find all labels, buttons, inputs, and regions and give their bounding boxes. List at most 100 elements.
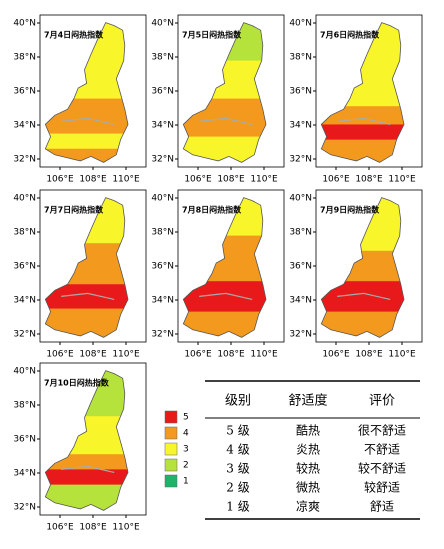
heat-zone (45, 308, 128, 338)
panel-title: 7月7日闷热指数 (44, 205, 104, 215)
heat-zone (45, 98, 128, 135)
province-outline (44, 197, 129, 338)
lon-label: 110°E (112, 350, 140, 360)
province-outline (182, 22, 267, 163)
lat-label: 34°N (13, 121, 36, 131)
lon-label: 108°E (79, 350, 107, 360)
lon-label: 106°E (46, 175, 74, 185)
city-boundary (61, 292, 115, 301)
heat-zone (321, 281, 404, 313)
lat-label: 32°N (151, 155, 174, 165)
lat-label: 32°N (151, 330, 174, 340)
lat-label: 36°N (151, 262, 174, 272)
lat-label: 40°N (289, 194, 312, 204)
table-cell: 2 级 (226, 481, 249, 495)
lon-label: 106°E (184, 350, 212, 360)
province-outline (182, 197, 267, 338)
heat-zone (183, 281, 266, 313)
lon-label: 110°E (250, 175, 278, 185)
heat-zone (183, 235, 266, 282)
heat-zone (45, 416, 128, 455)
legend-label: 1 (183, 477, 189, 487)
table-cell: 微热 (296, 481, 320, 495)
lat-label: 32°N (289, 155, 312, 165)
lat-label: 40°N (13, 194, 36, 204)
map-panel: 7月5日闷热指数 40°N 38°N 36°N 34°N 32°N 106°E 108°E 11… (151, 14, 285, 185)
map-panel: 7月7日闷热指数 40°N 38°N 36°N 34°N 32°N 106°E 108°E 11… (13, 189, 147, 360)
lat-label: 38°N (151, 228, 174, 238)
panel-title: 7月4日闷热指数 (44, 30, 104, 40)
lon-label: 108°E (355, 350, 383, 360)
lat-label: 36°N (13, 87, 36, 97)
lon-label: 106°E (184, 175, 212, 185)
lat-label: 36°N (289, 87, 312, 97)
map-panel: 7月9日闷热指数 40°N 38°N 36°N 34°N 32°N 106°E 108°E 11… (289, 189, 423, 360)
heat-zone (183, 98, 266, 138)
legend-swatch (164, 442, 178, 456)
lon-label: 106°E (322, 350, 350, 360)
province-outline (320, 197, 405, 338)
lat-label: 34°N (13, 296, 36, 306)
lon-label: 106°E (46, 523, 74, 533)
city-boundary (337, 117, 391, 126)
lat-label: 38°N (289, 228, 312, 238)
heat-zone (321, 311, 404, 338)
table-cell: 4 级 (226, 443, 249, 457)
lat-label: 38°N (13, 228, 36, 238)
lat-label: 32°N (13, 503, 36, 513)
legend-swatch (164, 474, 178, 488)
heat-zone (183, 311, 266, 338)
lat-label: 38°N (13, 53, 36, 63)
table-cell: 酷热 (296, 424, 320, 438)
table-cell: 较不舒适 (358, 461, 406, 476)
panel-title: 7月6日闷热指数 (320, 30, 380, 40)
heat-zone (183, 136, 266, 163)
heat-zone (45, 197, 128, 244)
map-panel: 7月6日闷热指数 40°N 38°N 36°N 34°N 32°N 106°E 108°E 11… (289, 14, 423, 185)
city-boundary (199, 292, 253, 301)
heat-zone (183, 60, 266, 100)
heat-zone (321, 124, 404, 141)
heat-zone (321, 22, 404, 107)
table-cell: 5 级 (226, 424, 249, 438)
lat-label: 32°N (13, 155, 36, 165)
legend-swatch (164, 410, 178, 424)
province-outline (44, 370, 129, 511)
lat-label: 36°N (289, 262, 312, 272)
legend-swatch (164, 426, 178, 440)
province-outline (44, 22, 129, 163)
lon-label: 110°E (388, 175, 416, 185)
city-boundary (337, 292, 391, 301)
lat-label: 36°N (13, 435, 36, 445)
panel-title: 7月5日闷热指数 (182, 30, 242, 40)
lat-label: 40°N (151, 19, 174, 29)
lat-label: 40°N (13, 19, 36, 29)
lat-label: 38°N (289, 53, 312, 63)
lat-label: 38°N (151, 53, 174, 63)
table-header: 级别 (225, 394, 251, 409)
table-header: 评价 (369, 394, 395, 409)
heat-zone (45, 243, 128, 285)
lat-label: 36°N (151, 87, 174, 97)
lat-label: 34°N (289, 296, 312, 306)
lon-label: 108°E (217, 175, 245, 185)
legend-label: 3 (183, 445, 189, 455)
lat-label: 36°N (13, 262, 36, 272)
table-cell: 很不舒适 (358, 424, 406, 438)
lat-label: 38°N (13, 401, 36, 411)
lon-label: 108°E (217, 350, 245, 360)
table-cell: 不舒适 (364, 443, 400, 457)
lon-label: 106°E (46, 350, 74, 360)
lat-label: 40°N (13, 367, 36, 377)
lat-label: 34°N (13, 469, 36, 479)
legend-label: 2 (183, 461, 189, 471)
lon-label: 106°E (322, 175, 350, 185)
heat-zone (45, 484, 128, 511)
panel-title: 7月8日闷热指数 (182, 205, 242, 215)
heat-zone (45, 148, 128, 163)
table-cell: 炎热 (296, 443, 320, 457)
legend-swatch (164, 458, 178, 472)
legend-label: 4 (183, 429, 189, 439)
table-cell: 较热 (296, 461, 320, 476)
